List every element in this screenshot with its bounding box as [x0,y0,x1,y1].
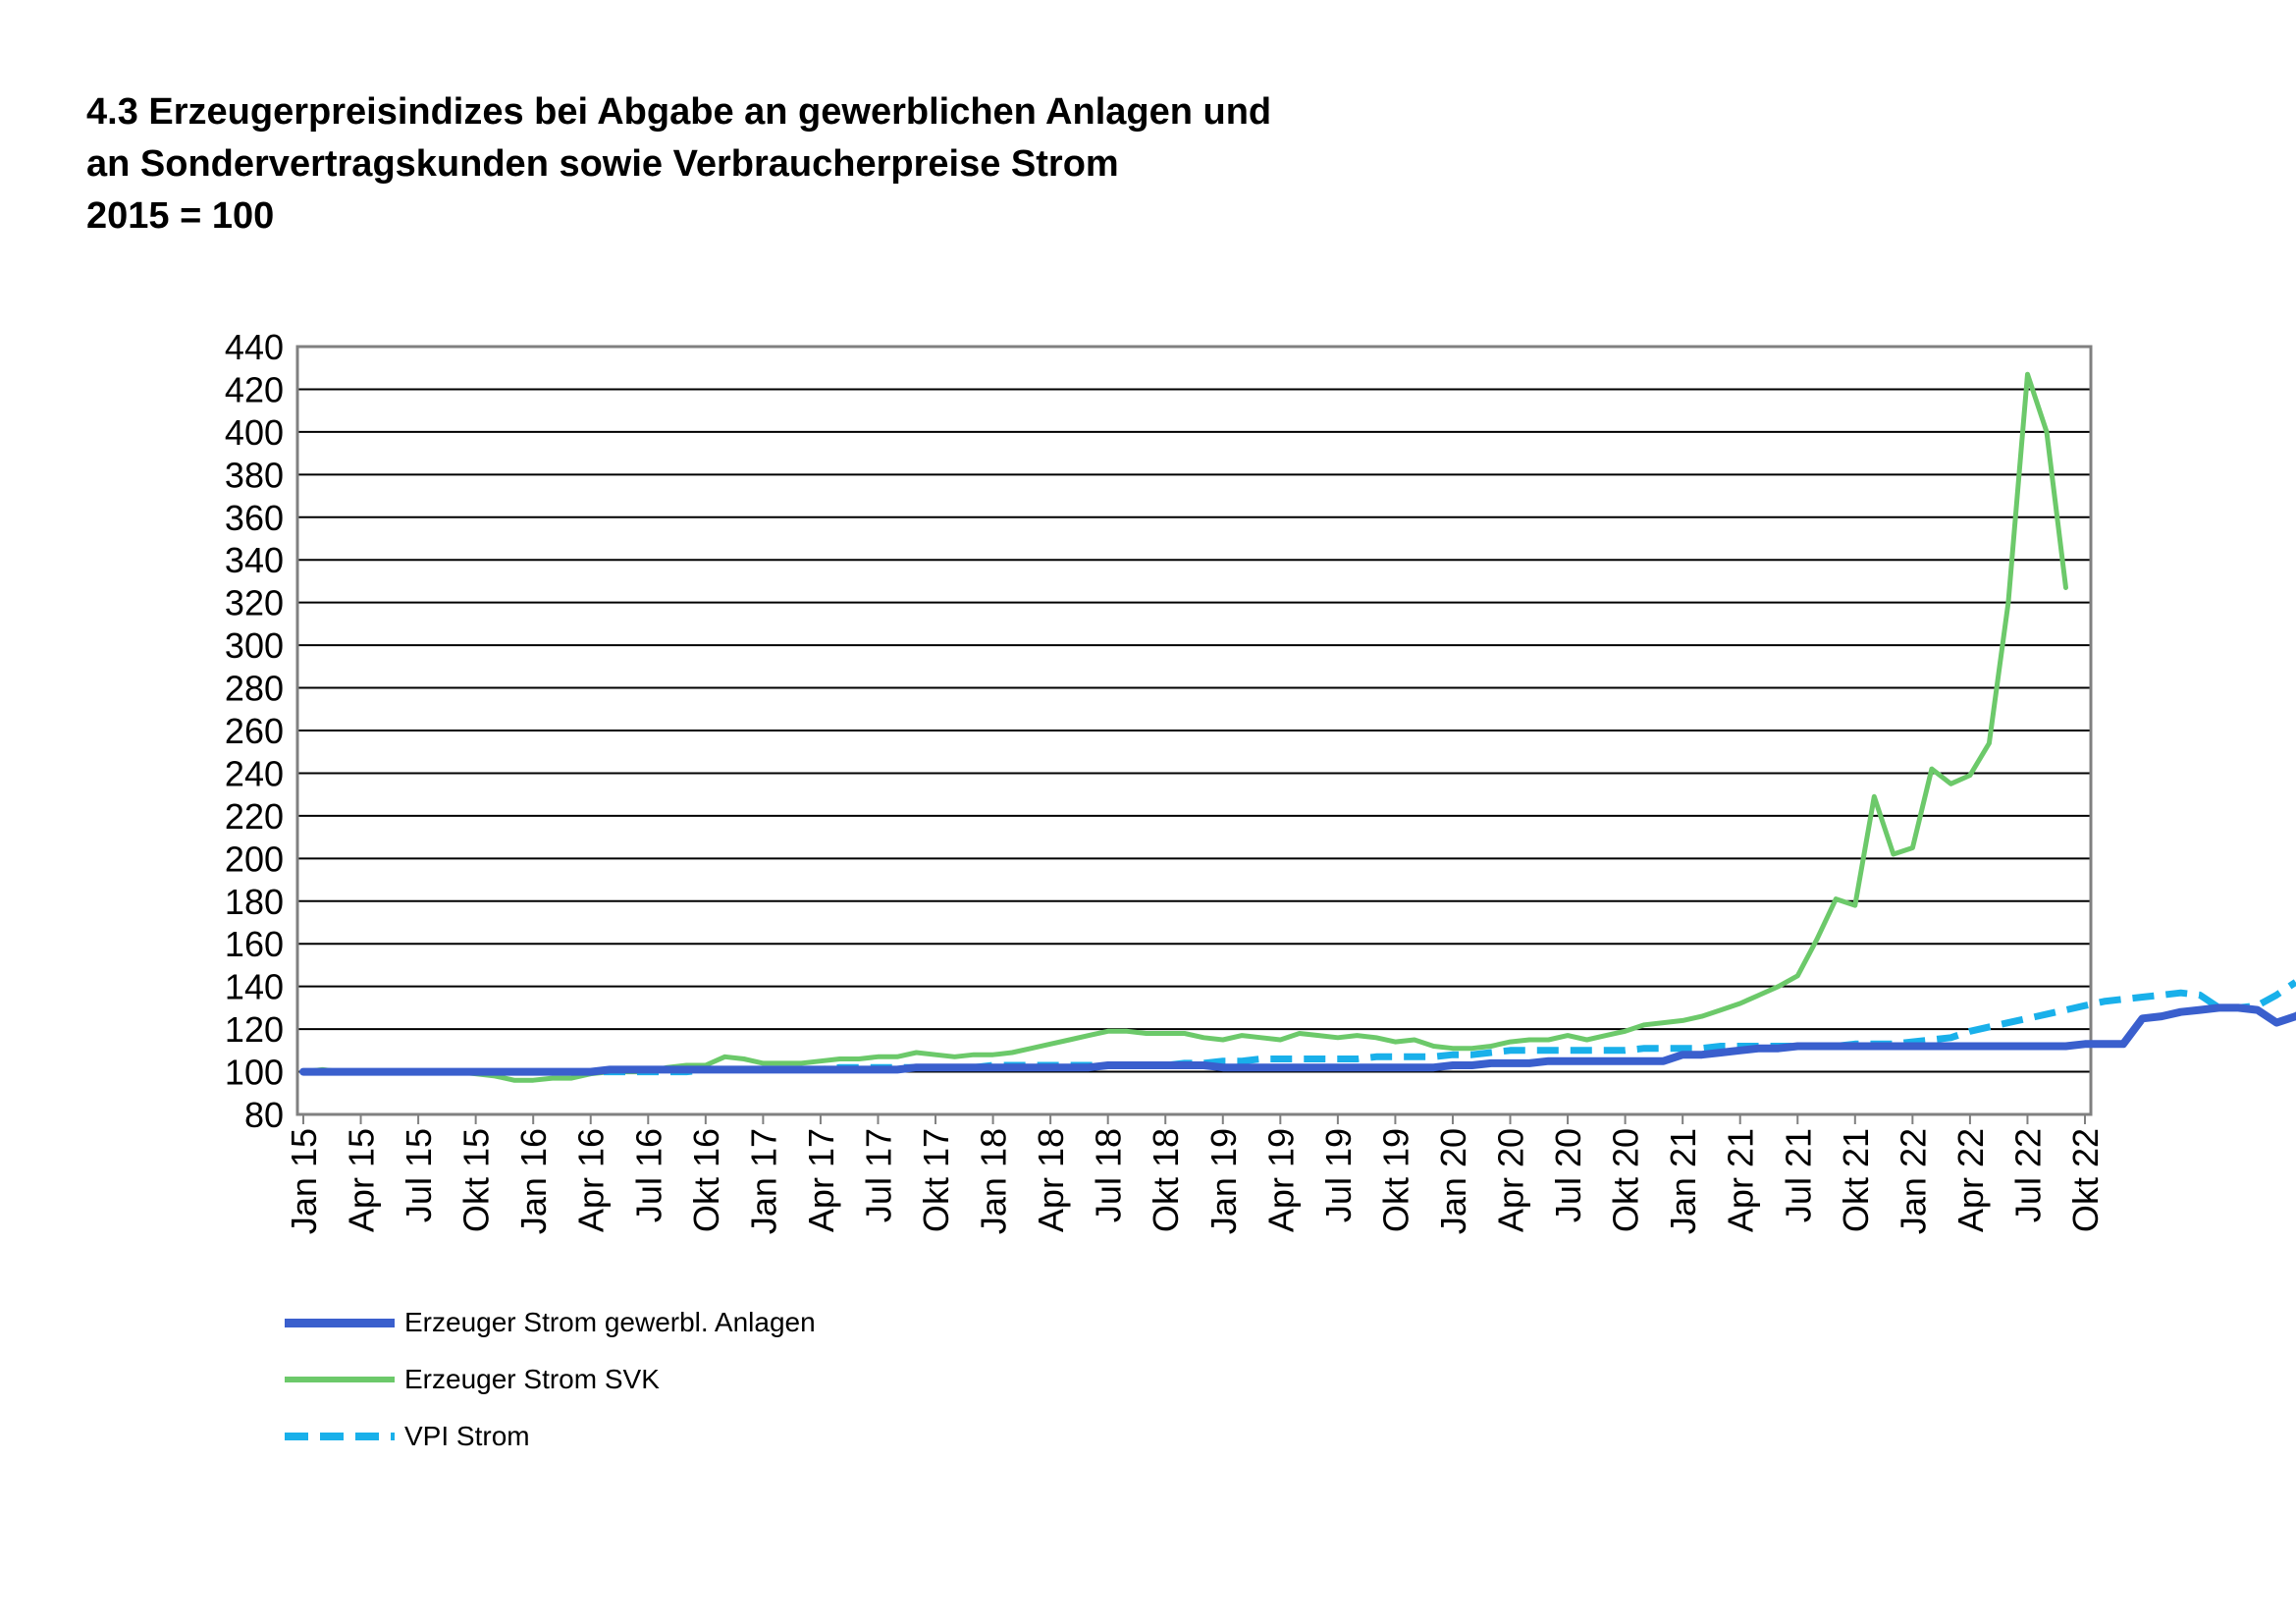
y-tick-label: 320 [225,583,284,623]
x-tick-label: Jan 22 [1893,1128,1933,1234]
x-tick-label: Apr 19 [1260,1128,1301,1232]
y-tick-label: 240 [225,753,284,793]
x-tick-label: Jul 15 [399,1128,439,1222]
x-tick-label: Apr 17 [801,1128,841,1232]
y-tick-label: 340 [225,540,284,580]
x-tick-label: Jul 18 [1089,1128,1129,1222]
chart-legend: Erzeuger Strom gewerbl. Anlagen Erzeuger… [285,1294,816,1465]
legend-item-svk: Erzeuger Strom SVK [285,1351,816,1408]
legend-label-gewerbl: Erzeuger Strom gewerbl. Anlagen [404,1307,816,1337]
series-line-svk [300,371,2068,1083]
x-tick-label: Jan 16 [513,1128,554,1234]
x-tick-label: Jul 21 [1778,1128,1818,1222]
y-tick-label: 120 [225,1009,284,1050]
x-tick-label: Okt 18 [1146,1128,1186,1232]
y-tick-label: 80 [244,1095,284,1135]
x-tick-label: Apr 22 [1950,1128,1991,1232]
x-tick-label: Jan 18 [974,1128,1014,1234]
legend-swatch-vpi [285,1433,395,1440]
y-tick-label: 260 [225,711,284,751]
x-tick-label: Jan 20 [1433,1128,1473,1234]
legend-swatch-svk [285,1377,395,1382]
legend-label-vpi: VPI Strom [404,1421,530,1451]
y-tick-label: 280 [225,669,284,709]
x-tick-label: Jan 17 [743,1128,783,1234]
y-tick-label: 400 [225,412,284,453]
x-tick-label: Jan 19 [1203,1128,1244,1234]
y-tick-label: 100 [225,1053,284,1093]
x-tick-label: Jul 17 [858,1128,898,1222]
series-line-gewerbl [299,1003,2296,1076]
legend-label-svk: Erzeuger Strom SVK [404,1364,660,1394]
y-tick-label: 140 [225,967,284,1007]
y-tick-label: 420 [225,369,284,409]
y-tick-label: 200 [225,839,284,879]
x-tick-label: Apr 15 [342,1128,382,1232]
x-tick-label: Apr 16 [571,1128,612,1232]
y-tick-label: 380 [225,455,284,495]
y-tick-label: 160 [225,924,284,964]
y-tick-label: 180 [225,882,284,922]
x-tick-label: Jan 21 [1663,1128,1703,1234]
y-tick-label: 440 [225,327,284,367]
series-line-vpi [303,979,2296,1076]
y-tick-label: 300 [225,625,284,666]
plot-frame [295,345,2093,1116]
x-tick-label: Jan 15 [284,1128,324,1234]
y-tick-label: 220 [225,796,284,837]
x-tick-label: Okt 16 [686,1128,726,1232]
legend-swatch-gewerbl [285,1318,395,1327]
x-tick-label: Okt 17 [916,1128,956,1232]
y-tick-label: 360 [225,498,284,538]
x-tick-label: Okt 20 [1606,1128,1646,1232]
chart-title-line-2: an Sondervertragskunden sowie Verbrauche… [86,143,1119,185]
x-tick-label: Apr 18 [1031,1128,1071,1232]
x-tick-label: Jul 16 [628,1128,668,1222]
legend-item-vpi: VPI Strom [285,1408,816,1465]
x-tick-label: Okt 22 [2065,1128,2106,1232]
chart-title-line-1: 4.3 Erzeugerpreisindizes bei Abgabe an g… [86,91,1272,133]
chart-title: 4.3 Erzeugerpreisindizes bei Abgabe an g… [86,86,1271,243]
chart-subtitle: 2015 = 100 [86,195,275,237]
x-tick-label: Apr 20 [1491,1128,1531,1232]
x-tick-label: Okt 15 [456,1128,497,1232]
x-tick-label: Apr 21 [1721,1128,1761,1232]
x-tick-label: Okt 21 [1836,1128,1876,1232]
x-tick-label: Okt 19 [1375,1128,1415,1232]
legend-item-gewerbl: Erzeuger Strom gewerbl. Anlagen [285,1294,816,1351]
x-tick-label: Jul 19 [1318,1128,1359,1222]
x-tick-label: Jul 20 [1548,1128,1588,1222]
x-tick-label: Jul 22 [2007,1128,2048,1222]
